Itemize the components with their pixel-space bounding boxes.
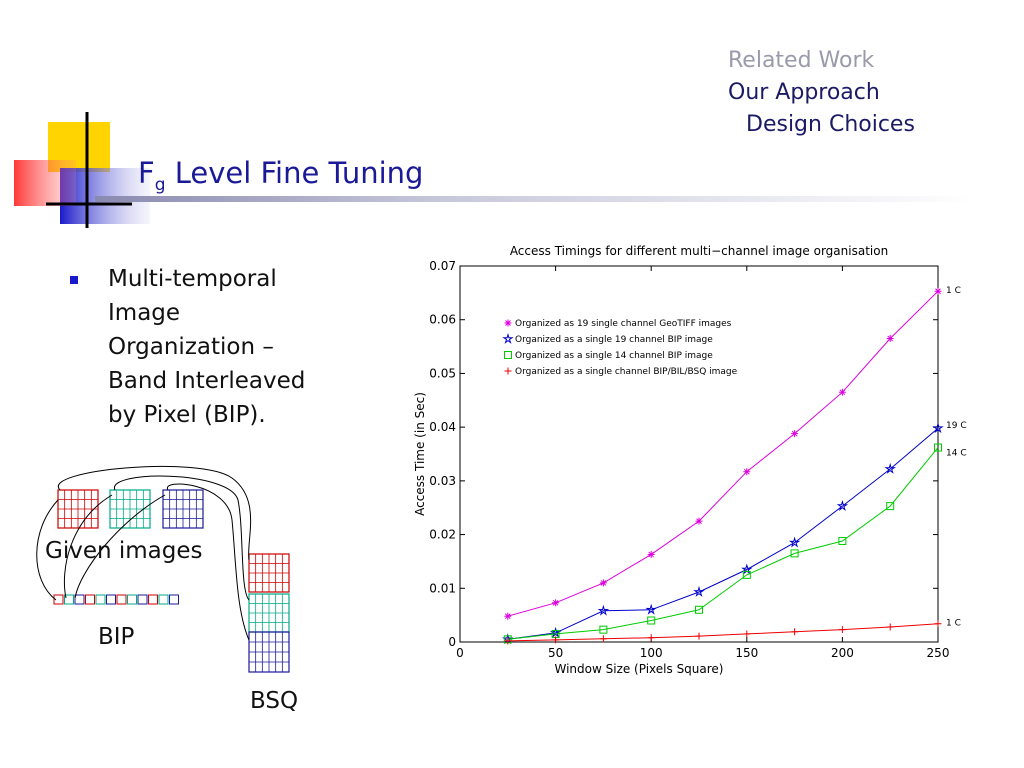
data-point bbox=[788, 536, 801, 548]
legend: Organized as 19 single channel GeoTIFF i… bbox=[502, 319, 738, 377]
given-image-grid bbox=[57, 489, 99, 529]
data-point bbox=[502, 633, 514, 645]
plot-frame bbox=[459, 265, 939, 643]
x-tick-label: 250 bbox=[927, 646, 950, 660]
y-tick-label: 0.05 bbox=[429, 366, 456, 380]
data-point bbox=[647, 616, 656, 625]
bsq-stack bbox=[248, 553, 290, 673]
series-4 bbox=[504, 620, 942, 645]
series-end-label: 19 C bbox=[946, 421, 967, 431]
nav-design-choices[interactable]: Design Choices bbox=[746, 112, 915, 137]
series-line bbox=[507, 290, 939, 617]
data-point bbox=[741, 563, 753, 575]
x-axis-label: Window Size (Pixels Square) bbox=[554, 662, 723, 676]
title-underline bbox=[95, 196, 975, 202]
data-point bbox=[742, 570, 751, 579]
bip-strip bbox=[53, 594, 179, 605]
data-point bbox=[886, 623, 894, 631]
band-organization-diagram bbox=[36, 465, 290, 673]
chart-title: Access Timings for different multi−chann… bbox=[510, 244, 888, 258]
data-point bbox=[503, 635, 512, 644]
data-point bbox=[647, 634, 655, 642]
data-point bbox=[504, 637, 512, 645]
legend-entry: Organized as a single channel BIP/BIL/BS… bbox=[515, 367, 738, 377]
series-1 bbox=[504, 287, 942, 620]
data-point bbox=[695, 632, 703, 640]
data-point bbox=[838, 537, 847, 546]
y-tick-label: 0.02 bbox=[429, 528, 456, 542]
data-point bbox=[791, 628, 799, 636]
given-images-label: Given images bbox=[45, 538, 203, 564]
data-point bbox=[838, 388, 846, 396]
data-point bbox=[645, 603, 657, 615]
data-point bbox=[504, 319, 512, 327]
data-point bbox=[934, 287, 942, 295]
y-tick-label: 0.03 bbox=[429, 474, 456, 488]
data-point bbox=[693, 585, 705, 597]
data-point bbox=[886, 502, 895, 511]
data-point bbox=[549, 626, 562, 638]
data-point bbox=[504, 612, 512, 620]
data-point bbox=[504, 351, 512, 359]
data-point bbox=[838, 626, 846, 634]
given-image-grid bbox=[162, 489, 204, 529]
title-subscript: g bbox=[154, 174, 166, 195]
data-point bbox=[552, 599, 560, 607]
data-point bbox=[790, 549, 799, 558]
series-2 bbox=[502, 422, 944, 645]
data-point bbox=[599, 635, 607, 643]
series-end-label: 14 C bbox=[946, 449, 967, 459]
data-point bbox=[932, 422, 944, 434]
data-point bbox=[551, 629, 560, 638]
y-tick-label: 0.06 bbox=[429, 313, 456, 327]
bullet-text: Multi-temporal Image Organization – Band… bbox=[108, 266, 306, 428]
title-main: F bbox=[138, 156, 155, 190]
y-tick-label: 0.01 bbox=[429, 581, 456, 595]
y-tick-label: 0.04 bbox=[429, 420, 456, 434]
data-point bbox=[791, 430, 799, 438]
data-point bbox=[502, 332, 514, 344]
data-point bbox=[934, 443, 942, 452]
data-point bbox=[647, 550, 655, 558]
x-tick-label: 150 bbox=[735, 646, 758, 660]
bip-label: BIP bbox=[98, 624, 135, 650]
series-end-label: 1 C bbox=[946, 286, 961, 296]
connector-curves bbox=[36, 465, 252, 641]
x-tick-label: 100 bbox=[640, 646, 663, 660]
data-point bbox=[934, 620, 942, 628]
data-point bbox=[743, 468, 751, 476]
legend-entry: Organized as 19 single channel GeoTIFF i… bbox=[515, 319, 732, 329]
bsq-label: BSQ bbox=[250, 688, 299, 714]
bullet-square-icon bbox=[70, 276, 78, 284]
data-point bbox=[695, 517, 703, 525]
nav-related-work[interactable]: Related Work bbox=[728, 48, 875, 73]
title-rest: Level Fine Tuning bbox=[165, 156, 424, 190]
data-point bbox=[836, 500, 849, 511]
data-point bbox=[886, 335, 894, 343]
data-point bbox=[743, 630, 751, 638]
series-line bbox=[507, 427, 939, 640]
data-point bbox=[552, 636, 560, 644]
x-tick-label: 50 bbox=[548, 646, 563, 660]
data-point bbox=[695, 605, 703, 614]
data-point bbox=[884, 462, 896, 474]
series-line bbox=[507, 447, 939, 640]
slide-title: Fg Level Fine Tuning bbox=[138, 156, 423, 195]
data-point bbox=[599, 625, 608, 634]
data-point bbox=[504, 367, 512, 375]
x-tick-label: 200 bbox=[831, 646, 854, 660]
series-3 bbox=[503, 443, 942, 644]
data-point bbox=[599, 579, 607, 587]
x-tick-label: 0 bbox=[456, 646, 464, 660]
series-line bbox=[507, 623, 939, 642]
legend-entry: Organized as a single 14 channel BIP ima… bbox=[515, 351, 713, 361]
y-tick-label: 0.07 bbox=[429, 259, 456, 273]
y-tick-label: 0 bbox=[448, 635, 456, 649]
y-axis-label: Access Time (in Sec) bbox=[413, 392, 427, 516]
data-point bbox=[597, 604, 610, 616]
series-end-label: 1 C bbox=[946, 619, 961, 629]
nav-our-approach[interactable]: Our Approach bbox=[728, 80, 880, 105]
legend-entry: Organized as a single 19 channel BIP ima… bbox=[515, 335, 713, 345]
